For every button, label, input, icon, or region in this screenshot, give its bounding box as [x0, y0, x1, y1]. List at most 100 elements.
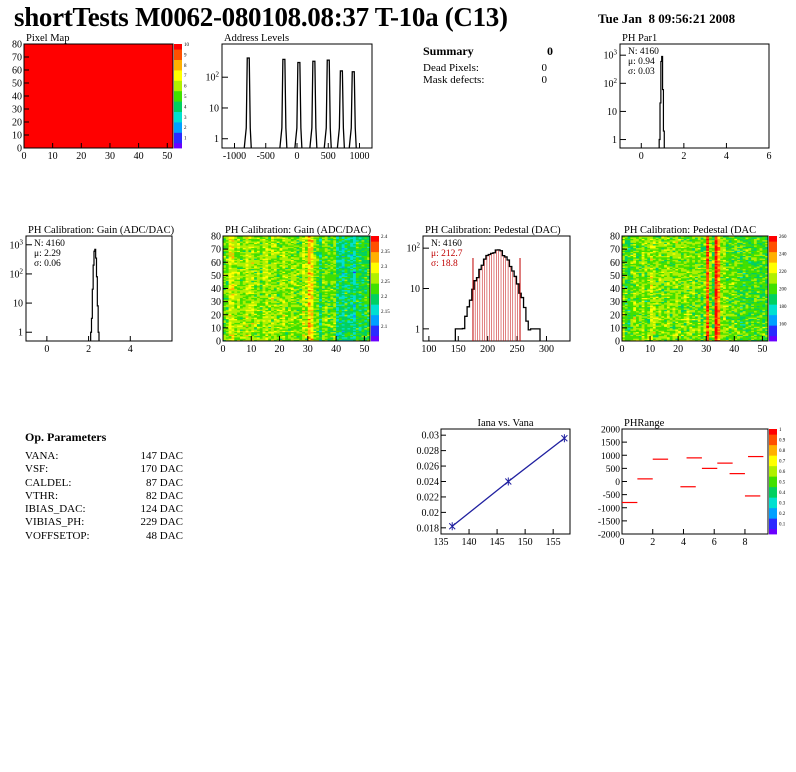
- heatmap-cell: [296, 241, 300, 243]
- heatmap-cell: [296, 293, 300, 296]
- heatmap-cell: [248, 331, 252, 334]
- heatmap-cell: [302, 262, 306, 264]
- heatmap-cell: [271, 310, 275, 313]
- heatmap-cell: [248, 285, 252, 288]
- heatmap-cell: [262, 239, 266, 242]
- heatmap-cell: [248, 299, 252, 301]
- heatmap-cell: [290, 237, 294, 239]
- heatmap-cell: [268, 241, 272, 243]
- heatmap-cell: [254, 302, 258, 305]
- heatmap-cell: [293, 296, 297, 298]
- colorbar-cell: [371, 325, 379, 329]
- heatmap-cell: [234, 246, 238, 249]
- x-tick-label: 1000: [350, 151, 370, 162]
- heatmap-cell: [245, 255, 249, 258]
- heatmap-cell: [254, 238, 258, 241]
- heatmap-cell: [234, 236, 238, 238]
- heatmap-cell: [302, 245, 306, 247]
- heatmap-cell: [259, 243, 263, 246]
- heatmap-cell: [225, 268, 229, 271]
- heatmap-cell: [228, 285, 232, 288]
- heatmap-cell: [299, 246, 303, 249]
- y-tick-label: 30: [211, 297, 221, 308]
- heatmap-cell: [279, 238, 283, 241]
- heatmap-cell: [273, 320, 278, 322]
- heatmap-cell: [299, 300, 303, 302]
- heatmap-cell: [242, 338, 246, 340]
- heatmap-cell: [268, 281, 272, 284]
- x-tick-label: 4: [724, 151, 729, 162]
- heatmap-cell: [268, 236, 272, 238]
- heatmap-cell: [248, 335, 252, 338]
- heatmap-cell: [288, 242, 292, 245]
- colorbar-cell: [174, 46, 182, 50]
- heatmap-cell: [256, 297, 261, 300]
- heatmap-cell: [256, 271, 261, 274]
- heatmap-cell: [293, 330, 297, 333]
- heatmap-cell: [282, 284, 286, 287]
- heatmap-cell: [290, 327, 294, 330]
- heatmap-cell: [225, 264, 229, 267]
- heatmap-cell: [285, 301, 289, 304]
- heatmap-cell: [239, 299, 244, 301]
- heatmap-cell: [293, 245, 297, 247]
- colorbar-cell: [371, 267, 379, 271]
- heatmap-cell: [239, 325, 244, 327]
- heatmap-cell: [245, 337, 249, 339]
- heatmap-cell: [293, 335, 297, 338]
- heatmap-cell: [225, 327, 229, 330]
- heatmap-cell: [228, 262, 232, 264]
- heatmap-cell: [299, 338, 303, 340]
- heatmap-cell: [231, 320, 235, 322]
- heatmap-cell: [271, 255, 275, 258]
- heatmap-cell: [248, 272, 252, 275]
- heatmap-cell: [237, 334, 241, 337]
- colorbar-cell: [174, 106, 182, 110]
- heatmap-cell: [302, 302, 306, 305]
- heatmap-cell: [245, 326, 249, 329]
- y-tick-label: 80: [211, 232, 221, 243]
- heatmap-cell: [237, 338, 241, 340]
- heatmap-cell: [245, 289, 249, 292]
- heatmap-cell: [254, 329, 258, 331]
- heatmap-cell: [279, 271, 283, 274]
- heatmap-cell: [279, 329, 283, 331]
- heatmap-cell: [302, 331, 306, 334]
- heatmap-cell: [279, 313, 283, 316]
- heatmap-cell: [254, 243, 258, 246]
- heatmap-cell: [242, 270, 246, 272]
- heatmap-cell: [237, 262, 241, 264]
- heatmap-cell: [242, 291, 246, 293]
- heatmap-cell: [228, 309, 232, 312]
- heatmap-cell: [285, 243, 289, 246]
- heatmap-cell: [276, 291, 280, 293]
- heatmap-cell: [265, 246, 269, 249]
- heatmap-cell: [223, 276, 227, 279]
- heatmap-cell: [288, 327, 292, 330]
- heatmap-cell: [245, 327, 249, 330]
- heatmap-cell: [276, 322, 280, 325]
- heatmap-cell: [262, 293, 266, 296]
- heatmap-cell: [296, 312, 300, 314]
- heatmap-cell: [271, 272, 275, 275]
- heatmap-cell: [225, 246, 229, 249]
- heatmap-cell: [293, 314, 297, 317]
- heatmap-cell: [225, 241, 229, 243]
- heatmap-cell: [268, 306, 272, 309]
- stats-entry: σ: 0.03: [628, 67, 655, 77]
- heatmap-cell: [282, 338, 286, 340]
- heatmap-cell: [273, 289, 278, 292]
- heatmap-cell: [285, 338, 289, 340]
- heatmap-cell: [288, 251, 292, 254]
- heatmap-cell: [251, 242, 255, 245]
- heatmap-cell: [279, 250, 283, 253]
- heatmap-cell: [254, 250, 258, 253]
- heatmap-cell: [242, 323, 246, 326]
- heatmap-cell: [239, 297, 244, 300]
- heatmap-cell: [304, 326, 309, 329]
- heatmap-cell: [259, 280, 263, 283]
- heatmap-cell: [259, 310, 263, 313]
- heatmap-cell: [239, 308, 244, 310]
- heatmap-cell: [228, 253, 232, 255]
- heatmap-cell: [299, 322, 303, 325]
